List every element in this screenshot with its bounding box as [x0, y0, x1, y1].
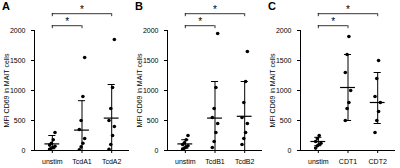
svg-text:*: * — [80, 4, 84, 15]
svg-text:unstim: unstim — [308, 158, 329, 165]
svg-text:2000: 2000 — [276, 27, 292, 34]
svg-text:1500: 1500 — [276, 57, 292, 64]
svg-text:unstim: unstim — [175, 158, 196, 165]
svg-text:MFI CD69 in MAIT cells: MFI CD69 in MAIT cells — [136, 53, 143, 127]
svg-text:500: 500 — [147, 117, 159, 124]
svg-text:CDT2: CDT2 — [369, 158, 387, 165]
svg-text:0: 0 — [288, 147, 292, 154]
svg-text:*: * — [65, 16, 69, 27]
svg-text:*: * — [346, 4, 350, 15]
svg-text:1000: 1000 — [10, 87, 26, 94]
svg-text:*: * — [213, 4, 217, 15]
svg-text:500: 500 — [280, 117, 292, 124]
svg-text:CDT1: CDT1 — [339, 158, 357, 165]
svg-text:2000: 2000 — [10, 27, 26, 34]
svg-text:1000: 1000 — [276, 87, 292, 94]
svg-text:1500: 1500 — [10, 57, 26, 64]
svg-text:1500: 1500 — [143, 57, 159, 64]
svg-text:0: 0 — [155, 147, 159, 154]
svg-text:1000: 1000 — [143, 87, 159, 94]
svg-text:*: * — [331, 16, 335, 27]
svg-text:MFI CD69 in MAIT cells: MFI CD69 in MAIT cells — [3, 53, 10, 127]
svg-text:unstim: unstim — [42, 158, 63, 165]
svg-text:2000: 2000 — [143, 27, 159, 34]
html-text:C: C — [268, 0, 276, 12]
svg-text:*: * — [198, 16, 202, 27]
svg-text:TcdA2: TcdA2 — [102, 158, 122, 165]
svg-text:TcdB2: TcdB2 — [235, 158, 255, 165]
svg-text:0: 0 — [22, 147, 26, 154]
html-text:A: A — [2, 0, 10, 12]
svg-text:MFI CD69 in MAIT cells: MFI CD69 in MAIT cells — [269, 53, 276, 127]
html-text:B: B — [135, 0, 143, 12]
svg-text:TcdA1: TcdA1 — [72, 158, 92, 165]
svg-text:500: 500 — [14, 117, 26, 124]
svg-text:TcdB1: TcdB1 — [205, 158, 225, 165]
